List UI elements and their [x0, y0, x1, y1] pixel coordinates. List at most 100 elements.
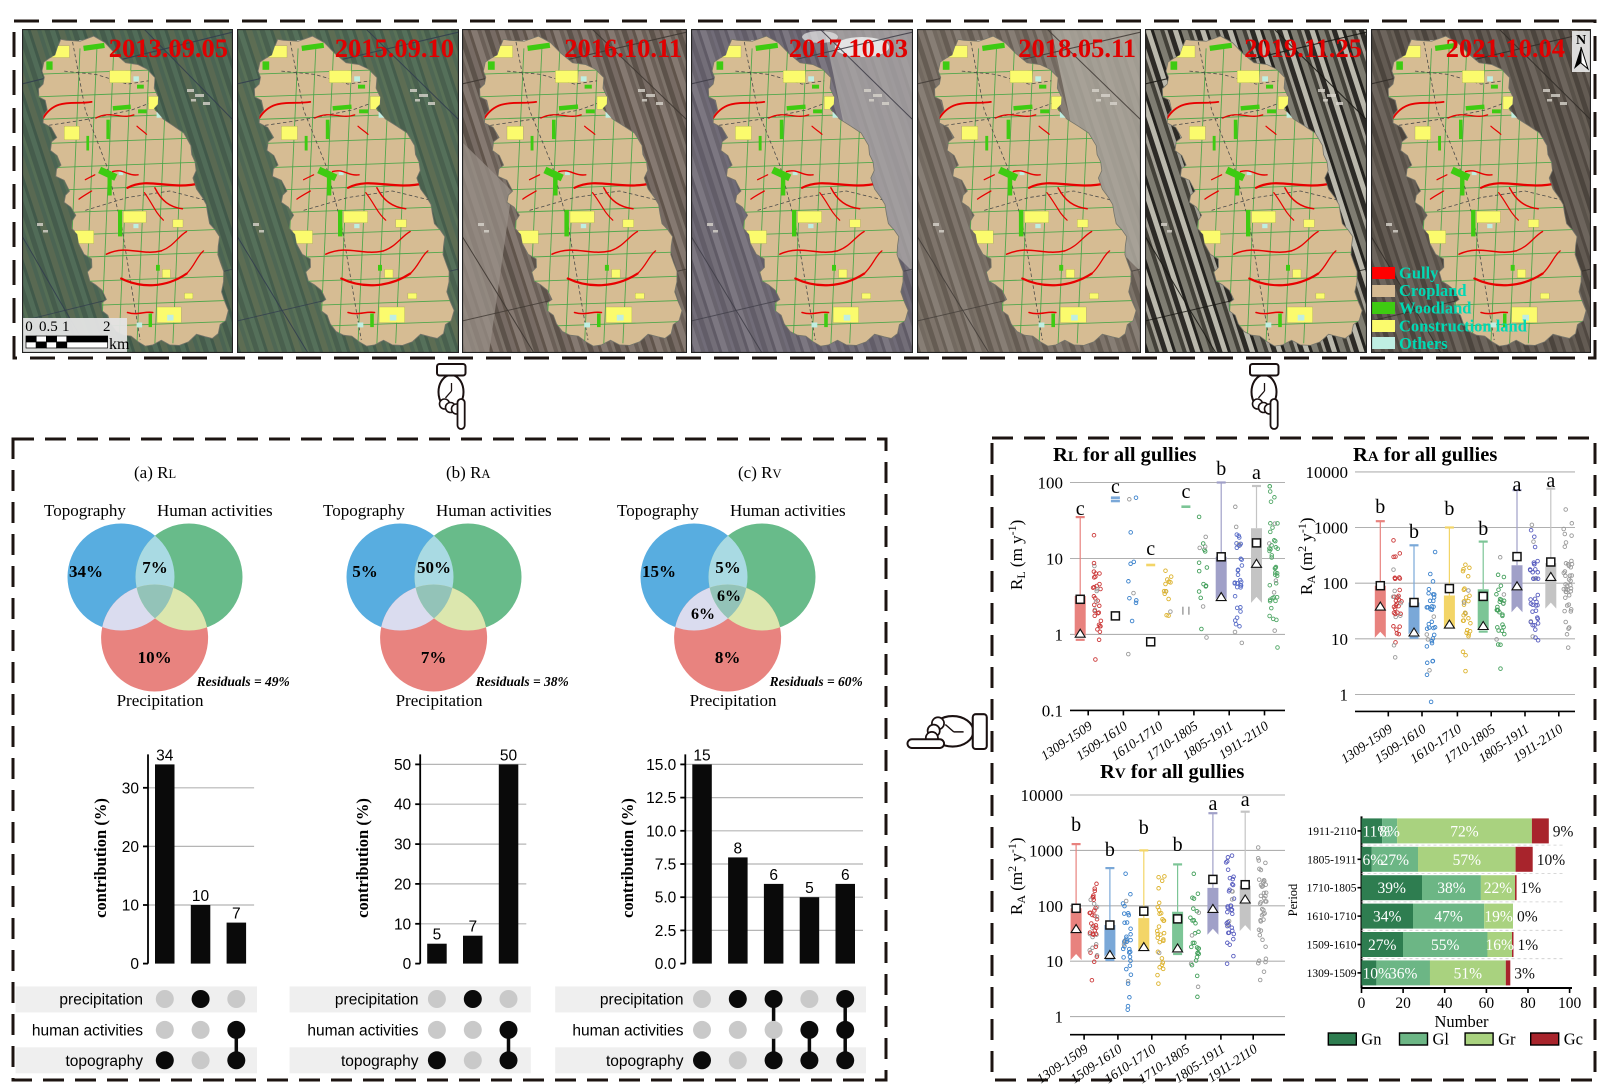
svg-text:Gn: Gn [1361, 1030, 1381, 1049]
svg-text:contribution (%): contribution (%) [91, 798, 110, 918]
svg-text:27%: 27% [1381, 852, 1410, 869]
svg-text:human activities: human activities [32, 1022, 143, 1039]
svg-text:2.5: 2.5 [655, 923, 677, 940]
svg-text:36%: 36% [1389, 965, 1418, 982]
svg-text:20: 20 [122, 839, 140, 856]
svg-text:20: 20 [1395, 995, 1411, 1012]
svg-text:6%: 6% [717, 588, 741, 605]
svg-text:10000: 10000 [1021, 786, 1064, 805]
svg-text:7%: 7% [142, 558, 168, 577]
svg-text:0: 0 [130, 956, 139, 973]
svg-text:1911-2110: 1911-2110 [1308, 826, 1357, 838]
svg-text:2015.09.10: 2015.09.10 [335, 33, 454, 63]
svg-text:1000: 1000 [1029, 841, 1063, 860]
svg-text:9%: 9% [1553, 823, 1574, 840]
svg-text:7.5: 7.5 [655, 857, 677, 874]
svg-text:0%: 0% [1517, 909, 1538, 926]
svg-text:3%: 3% [1514, 965, 1535, 982]
svg-text:10: 10 [1046, 952, 1063, 971]
svg-text:1509-1610: 1509-1610 [1307, 940, 1357, 952]
svg-text:2021.10.04: 2021.10.04 [1446, 33, 1565, 63]
svg-text:1: 1 [1055, 1008, 1064, 1027]
svg-text:8: 8 [734, 840, 743, 857]
svg-text:precipitation: precipitation [335, 992, 419, 1009]
svg-text:1%: 1% [1518, 937, 1539, 954]
svg-text:2018.05.11: 2018.05.11 [1018, 33, 1136, 63]
svg-text:Human activities: Human activities [730, 501, 846, 520]
svg-text:Gully: Gully [1399, 264, 1439, 283]
svg-text:a: a [1546, 470, 1555, 492]
svg-text:2017.10.03: 2017.10.03 [789, 33, 908, 63]
svg-text:RA (m2 y-1): RA (m2 y-1) [1005, 837, 1028, 915]
svg-text:10: 10 [192, 888, 210, 905]
svg-text:12.5: 12.5 [646, 790, 676, 807]
svg-text:57%: 57% [1453, 852, 1482, 869]
svg-text:RL (m y-1): RL (m y-1) [1005, 520, 1028, 590]
svg-text:1: 1 [62, 319, 70, 335]
svg-text:10: 10 [122, 898, 140, 915]
svg-text:precipitation: precipitation [59, 992, 143, 1009]
svg-text:100: 100 [1038, 474, 1064, 493]
svg-text:Cropland: Cropland [1399, 281, 1467, 300]
svg-text:34%: 34% [69, 562, 103, 581]
svg-text:39%: 39% [1378, 880, 1407, 897]
svg-text:topography: topography [341, 1053, 419, 1070]
svg-text:10: 10 [1046, 549, 1063, 568]
svg-text:1: 1 [1340, 686, 1349, 705]
svg-text:topography: topography [606, 1053, 684, 1070]
svg-text:10.0: 10.0 [646, 823, 677, 840]
svg-text:b: b [1105, 839, 1115, 861]
svg-text:51%: 51% [1454, 965, 1483, 982]
svg-text:50: 50 [394, 757, 412, 774]
svg-text:100: 100 [1038, 897, 1064, 916]
svg-text:Number: Number [1434, 1012, 1489, 1031]
svg-text:Human activities: Human activities [436, 501, 552, 520]
svg-text:b: b [1071, 814, 1081, 836]
svg-text:15%: 15% [642, 562, 676, 581]
svg-text:10000: 10000 [1306, 463, 1349, 482]
svg-text:30: 30 [394, 837, 412, 854]
svg-text:a: a [1208, 793, 1217, 815]
svg-text:1805-1911: 1805-1911 [1307, 854, 1357, 866]
svg-text:40: 40 [1437, 995, 1453, 1012]
svg-text:11%: 11% [1363, 823, 1391, 840]
svg-text:Topography: Topography [44, 501, 126, 520]
svg-text:c: c [1146, 538, 1155, 560]
svg-text:5.0: 5.0 [655, 890, 677, 907]
svg-text:0: 0 [25, 319, 33, 335]
svg-text:7: 7 [468, 919, 477, 936]
svg-text:0.0: 0.0 [655, 956, 677, 973]
svg-text:6%: 6% [1363, 852, 1384, 869]
svg-text:5%: 5% [352, 562, 378, 581]
svg-text:c: c [1076, 498, 1085, 520]
svg-text:19%: 19% [1484, 909, 1513, 926]
svg-text:0.1: 0.1 [1042, 701, 1063, 720]
svg-text:7%: 7% [421, 648, 447, 667]
svg-text:c: c [1181, 481, 1190, 503]
svg-text:Period: Period [1286, 883, 1300, 916]
svg-text:topography: topography [65, 1053, 143, 1070]
svg-text:Precipitation: Precipitation [117, 691, 204, 710]
svg-text:contribution (%): contribution (%) [353, 798, 372, 918]
svg-text:72%: 72% [1450, 823, 1479, 840]
svg-text:km: km [109, 336, 130, 353]
svg-text:50%: 50% [417, 558, 451, 577]
svg-text:22%: 22% [1484, 880, 1513, 897]
svg-text:2: 2 [103, 319, 111, 335]
svg-text:Residuals = 49%: Residuals = 49% [196, 674, 290, 689]
svg-text:10: 10 [394, 916, 412, 933]
svg-text:2013.09.05: 2013.09.05 [109, 33, 228, 63]
svg-text:10: 10 [1331, 630, 1348, 649]
svg-text:Precipitation: Precipitation [690, 691, 777, 710]
svg-text:b: b [1216, 458, 1226, 480]
svg-text:40: 40 [394, 797, 412, 814]
svg-text:15.0: 15.0 [646, 757, 677, 774]
svg-text:b: b [1478, 518, 1488, 540]
svg-text:(c) RV: (c) RV [738, 463, 782, 482]
svg-text:Woodland: Woodland [1399, 299, 1471, 318]
svg-text:a: a [1252, 462, 1261, 484]
svg-text:16%: 16% [1486, 937, 1515, 954]
svg-text:80: 80 [1520, 995, 1536, 1012]
svg-text:(b) RA: (b) RA [446, 463, 490, 482]
svg-text:5: 5 [433, 927, 442, 944]
